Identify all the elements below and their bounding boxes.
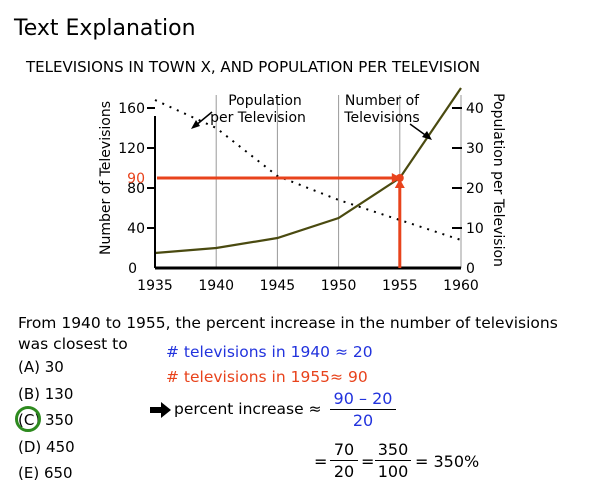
right-arrow-icon [150, 402, 172, 418]
fraction-difference: 90 – 20 20 [330, 389, 396, 430]
fraction-70-20: 70 20 [330, 440, 358, 481]
percent-increase-label: percent increase ≈ [174, 400, 322, 418]
answer-choice[interactable]: (B) 130 [18, 385, 73, 403]
right-tick-label: 30 [466, 141, 484, 157]
chart-axes [155, 116, 461, 268]
x-tick-label: 1945 [260, 278, 296, 294]
equals-sign-1: = [314, 452, 327, 471]
right-axis-label: Population per Television [490, 93, 506, 267]
legend-pointer-population [191, 112, 212, 129]
right-tick-label: 0 [466, 261, 475, 277]
left-tick-label: 0 [128, 261, 137, 277]
right-tick-label: 20 [466, 181, 484, 197]
answer-choice[interactable]: (D) 450 [18, 438, 75, 456]
x-tick-label: 1940 [198, 278, 234, 294]
x-tick-label: 1960 [443, 278, 479, 294]
answer-choice[interactable]: (E) 650 [18, 464, 73, 482]
selected-answer-circle [15, 406, 41, 432]
right-tick-label: 10 [466, 221, 484, 237]
result-text: = 350% [415, 452, 479, 471]
svg-text:Population: Population [228, 93, 302, 109]
x-tick-label: 1935 [137, 278, 173, 294]
chart-annotation: 90 [127, 171, 405, 268]
left-tick-label: 160 [118, 101, 145, 117]
equals-sign-2: = [361, 452, 374, 471]
right-tick-label: 40 [466, 101, 484, 117]
svg-text:Number of: Number of [345, 93, 420, 109]
annotation-point [396, 174, 404, 182]
note-1940: # televisions in 1940 ≈ 20 [166, 343, 373, 361]
left-tick-label: 40 [127, 221, 145, 237]
svg-text:Televisions: Televisions [343, 110, 419, 126]
legend-pointer-televisions [410, 124, 432, 140]
left-tick-label: 120 [118, 141, 145, 157]
legend-label-population: Population per Television [210, 93, 306, 126]
legend-label-televisions: Number of Televisions [343, 93, 420, 126]
x-tick-label: 1955 [382, 278, 418, 294]
chart: 1935 1940 1945 1950 1955 19600408012016001020… [0, 0, 596, 300]
fraction-350-100: 350 100 [375, 440, 411, 481]
x-tick-label: 1950 [321, 278, 357, 294]
left-axis-label: Number of Televisions [98, 101, 114, 255]
annotation-label: 90 [127, 171, 145, 187]
note-1955: # televisions in 1955≈ 90 [166, 368, 368, 386]
svg-text:per Television: per Television [210, 110, 306, 126]
answer-choice[interactable]: (A) 30 [18, 358, 64, 376]
